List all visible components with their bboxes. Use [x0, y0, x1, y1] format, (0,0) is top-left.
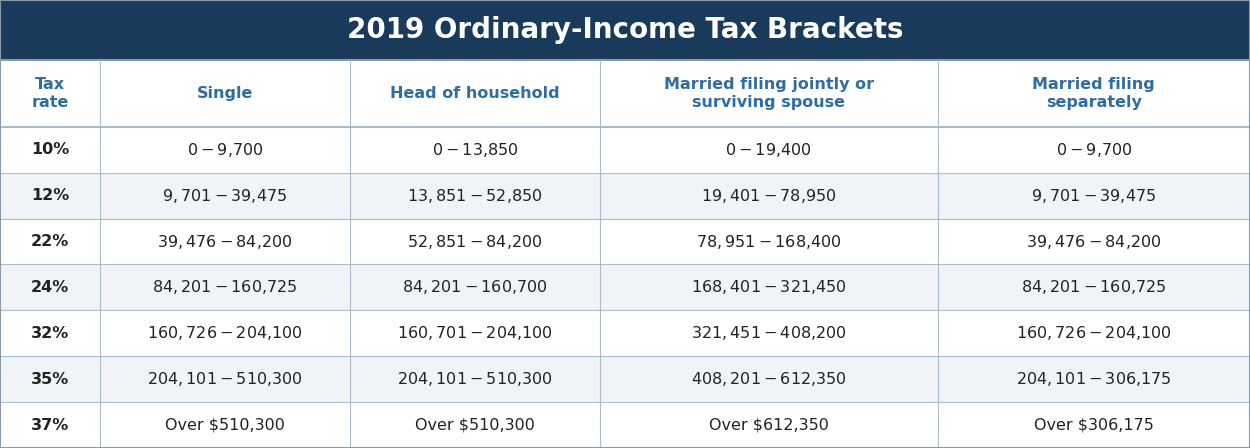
Text: $0 - $9,700: $0 - $9,700 [1055, 141, 1132, 159]
Text: $204,101 - $510,300: $204,101 - $510,300 [398, 370, 552, 388]
Text: $0 - $13,850: $0 - $13,850 [431, 141, 519, 159]
Text: Single: Single [196, 86, 254, 101]
Text: $160,701 - $204,100: $160,701 - $204,100 [398, 324, 552, 342]
Text: Head of household: Head of household [390, 86, 560, 101]
Text: 22%: 22% [31, 234, 69, 249]
Text: $9,701 - $39,475: $9,701 - $39,475 [1031, 187, 1156, 205]
Text: $84,201 - $160,725: $84,201 - $160,725 [152, 278, 298, 297]
Text: $84,201 - $160,725: $84,201 - $160,725 [1021, 278, 1166, 297]
Text: $52,851 - $84,200: $52,851 - $84,200 [408, 233, 542, 250]
Text: Over $510,300: Over $510,300 [415, 418, 535, 433]
Text: $204,101 - $306,175: $204,101 - $306,175 [1016, 370, 1171, 388]
FancyBboxPatch shape [0, 172, 1250, 219]
FancyBboxPatch shape [0, 127, 1250, 172]
Text: Over $510,300: Over $510,300 [165, 418, 285, 433]
Text: $9,701 - $39,475: $9,701 - $39,475 [162, 187, 288, 205]
Text: Married filing jointly or
surviving spouse: Married filing jointly or surviving spou… [664, 77, 874, 111]
Text: $160,726 - $204,100: $160,726 - $204,100 [148, 324, 302, 342]
Text: $39,476 - $84,200: $39,476 - $84,200 [158, 233, 292, 250]
FancyBboxPatch shape [0, 0, 1250, 60]
Text: $84,201 - $160,700: $84,201 - $160,700 [402, 278, 548, 297]
Text: 37%: 37% [31, 418, 69, 433]
Text: $321,451 - $408,200: $321,451 - $408,200 [691, 324, 846, 342]
Text: 10%: 10% [31, 142, 69, 157]
FancyBboxPatch shape [0, 402, 1250, 448]
Text: $0 - $19,400: $0 - $19,400 [725, 141, 813, 159]
Text: Over $306,175: Over $306,175 [1034, 418, 1154, 433]
Text: $0 - $9,700: $0 - $9,700 [186, 141, 264, 159]
FancyBboxPatch shape [0, 310, 1250, 356]
Text: 24%: 24% [31, 280, 69, 295]
Text: $408,201 - $612,350: $408,201 - $612,350 [691, 370, 846, 388]
Text: $39,476 - $84,200: $39,476 - $84,200 [1026, 233, 1161, 250]
FancyBboxPatch shape [0, 264, 1250, 310]
FancyBboxPatch shape [0, 219, 1250, 264]
Text: Tax
rate: Tax rate [31, 77, 69, 111]
Text: $13,851 - $52,850: $13,851 - $52,850 [408, 187, 542, 205]
Text: $160,726 - $204,100: $160,726 - $204,100 [1016, 324, 1171, 342]
Text: $78,951 - $168,400: $78,951 - $168,400 [696, 233, 841, 250]
Text: 12%: 12% [31, 188, 69, 203]
Text: $204,101 - $510,300: $204,101 - $510,300 [148, 370, 302, 388]
Text: $19,401 - $78,950: $19,401 - $78,950 [701, 187, 836, 205]
Text: Over $612,350: Over $612,350 [709, 418, 829, 433]
Text: 32%: 32% [31, 326, 69, 341]
Text: Married filing
separately: Married filing separately [1032, 77, 1155, 111]
Text: 2019 Ordinary-Income Tax Brackets: 2019 Ordinary-Income Tax Brackets [346, 16, 904, 44]
Text: 35%: 35% [31, 372, 69, 387]
FancyBboxPatch shape [0, 60, 1250, 127]
FancyBboxPatch shape [0, 356, 1250, 402]
Text: $168,401 - $321,450: $168,401 - $321,450 [691, 278, 846, 297]
